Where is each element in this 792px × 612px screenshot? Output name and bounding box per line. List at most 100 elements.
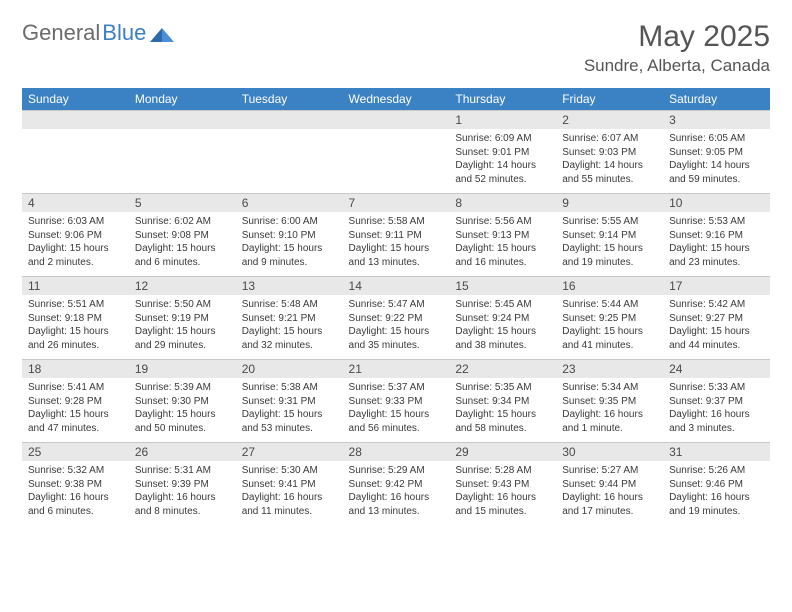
day-data-line: and 29 minutes.: [135, 339, 230, 353]
day-data-line: Sunset: 9:42 PM: [349, 478, 444, 492]
day-data-cell: Sunrise: 6:00 AMSunset: 9:10 PMDaylight:…: [236, 212, 343, 277]
day-number-row: 25262728293031: [22, 443, 770, 462]
day-number-cell: 7: [343, 194, 450, 213]
day-data-row: Sunrise: 5:41 AMSunset: 9:28 PMDaylight:…: [22, 378, 770, 443]
day-data-line: and 52 minutes.: [455, 173, 550, 187]
weekday-header-cell: Thursday: [449, 88, 556, 111]
day-data-line: Sunset: 9:22 PM: [349, 312, 444, 326]
day-number-row: 11121314151617: [22, 277, 770, 296]
day-data-line: and 38 minutes.: [455, 339, 550, 353]
day-number-cell: 21: [343, 360, 450, 379]
day-data-line: Sunset: 9:08 PM: [135, 229, 230, 243]
day-number-cell: 8: [449, 194, 556, 213]
day-data-line: Daylight: 15 hours: [28, 408, 123, 422]
day-data-line: Sunrise: 5:47 AM: [349, 298, 444, 312]
day-number-row: 123: [22, 111, 770, 130]
day-data-line: Sunset: 9:01 PM: [455, 146, 550, 160]
day-number-cell: 9: [556, 194, 663, 213]
day-data-line: and 2 minutes.: [28, 256, 123, 270]
calendar-table: SundayMondayTuesdayWednesdayThursdayFrid…: [22, 88, 770, 525]
day-data-row: Sunrise: 5:51 AMSunset: 9:18 PMDaylight:…: [22, 295, 770, 360]
day-data-line: Sunrise: 5:45 AM: [455, 298, 550, 312]
day-data-line: Sunset: 9:14 PM: [562, 229, 657, 243]
day-data-cell: [129, 129, 236, 194]
day-number-row: 18192021222324: [22, 360, 770, 379]
day-data-line: and 41 minutes.: [562, 339, 657, 353]
day-data-line: Daylight: 15 hours: [455, 242, 550, 256]
day-data-line: Sunrise: 5:41 AM: [28, 381, 123, 395]
day-data-line: and 58 minutes.: [455, 422, 550, 436]
day-data-line: Sunrise: 5:26 AM: [669, 464, 764, 478]
day-data-line: and 47 minutes.: [28, 422, 123, 436]
day-data-line: and 3 minutes.: [669, 422, 764, 436]
day-data-cell: Sunrise: 5:50 AMSunset: 9:19 PMDaylight:…: [129, 295, 236, 360]
day-number-cell: 16: [556, 277, 663, 296]
day-data-cell: Sunrise: 5:56 AMSunset: 9:13 PMDaylight:…: [449, 212, 556, 277]
day-data-line: Daylight: 15 hours: [135, 408, 230, 422]
day-data-line: Sunrise: 5:31 AM: [135, 464, 230, 478]
day-data-cell: Sunrise: 5:32 AMSunset: 9:38 PMDaylight:…: [22, 461, 129, 525]
calendar-body: SundayMondayTuesdayWednesdayThursdayFrid…: [22, 88, 770, 525]
day-number-cell: 30: [556, 443, 663, 462]
day-data-line: Sunrise: 5:30 AM: [242, 464, 337, 478]
day-data-line: Sunset: 9:24 PM: [455, 312, 550, 326]
day-number-cell: 10: [663, 194, 770, 213]
day-data-line: Daylight: 15 hours: [349, 242, 444, 256]
day-data-cell: Sunrise: 5:55 AMSunset: 9:14 PMDaylight:…: [556, 212, 663, 277]
day-data-line: Sunset: 9:46 PM: [669, 478, 764, 492]
day-number-cell: 25: [22, 443, 129, 462]
day-data-cell: Sunrise: 5:27 AMSunset: 9:44 PMDaylight:…: [556, 461, 663, 525]
day-data-line: Sunrise: 5:48 AM: [242, 298, 337, 312]
day-data-cell: Sunrise: 5:30 AMSunset: 9:41 PMDaylight:…: [236, 461, 343, 525]
day-data-line: Daylight: 15 hours: [28, 242, 123, 256]
day-data-cell: Sunrise: 5:41 AMSunset: 9:28 PMDaylight:…: [22, 378, 129, 443]
day-data-line: Daylight: 16 hours: [669, 491, 764, 505]
day-data-line: and 50 minutes.: [135, 422, 230, 436]
day-number-cell: 27: [236, 443, 343, 462]
day-data-row: Sunrise: 5:32 AMSunset: 9:38 PMDaylight:…: [22, 461, 770, 525]
day-data-line: Sunset: 9:06 PM: [28, 229, 123, 243]
day-data-line: Sunset: 9:16 PM: [669, 229, 764, 243]
day-data-line: Sunrise: 5:39 AM: [135, 381, 230, 395]
day-number-cell: 4: [22, 194, 129, 213]
month-title: May 2025: [584, 20, 770, 54]
day-data-line: and 44 minutes.: [669, 339, 764, 353]
day-data-line: Daylight: 16 hours: [562, 491, 657, 505]
day-data-line: and 9 minutes.: [242, 256, 337, 270]
day-data-line: and 19 minutes.: [562, 256, 657, 270]
day-data-row: Sunrise: 6:03 AMSunset: 9:06 PMDaylight:…: [22, 212, 770, 277]
day-data-line: Sunrise: 6:09 AM: [455, 132, 550, 146]
day-data-cell: Sunrise: 5:31 AMSunset: 9:39 PMDaylight:…: [129, 461, 236, 525]
day-number-cell: 28: [343, 443, 450, 462]
day-data-line: Sunrise: 5:58 AM: [349, 215, 444, 229]
day-data-cell: Sunrise: 5:48 AMSunset: 9:21 PMDaylight:…: [236, 295, 343, 360]
weekday-header-cell: Wednesday: [343, 88, 450, 111]
day-data-line: Sunset: 9:38 PM: [28, 478, 123, 492]
day-data-row: Sunrise: 6:09 AMSunset: 9:01 PMDaylight:…: [22, 129, 770, 194]
day-data-line: Daylight: 16 hours: [669, 408, 764, 422]
day-data-line: Daylight: 16 hours: [135, 491, 230, 505]
day-data-line: Sunset: 9:34 PM: [455, 395, 550, 409]
day-data-line: Daylight: 15 hours: [135, 242, 230, 256]
page-header: GeneralBlue May 2025 Sundre, Alberta, Ca…: [22, 20, 770, 76]
day-data-line: Sunset: 9:11 PM: [349, 229, 444, 243]
day-data-line: Sunrise: 5:37 AM: [349, 381, 444, 395]
logo-triangle-icon: [150, 24, 174, 42]
day-data-line: and 53 minutes.: [242, 422, 337, 436]
day-data-line: Daylight: 15 hours: [28, 325, 123, 339]
day-data-cell: Sunrise: 6:02 AMSunset: 9:08 PMDaylight:…: [129, 212, 236, 277]
day-number-cell: 24: [663, 360, 770, 379]
day-number-cell: 13: [236, 277, 343, 296]
day-data-line: Daylight: 15 hours: [669, 325, 764, 339]
day-number-cell: 2: [556, 111, 663, 130]
weekday-header-cell: Monday: [129, 88, 236, 111]
day-data-cell: Sunrise: 5:38 AMSunset: 9:31 PMDaylight:…: [236, 378, 343, 443]
day-data-line: Sunrise: 6:00 AM: [242, 215, 337, 229]
day-data-line: Sunrise: 5:56 AM: [455, 215, 550, 229]
day-data-line: Sunset: 9:19 PM: [135, 312, 230, 326]
day-data-line: Daylight: 15 hours: [562, 242, 657, 256]
day-data-line: and 23 minutes.: [669, 256, 764, 270]
day-number-cell: 11: [22, 277, 129, 296]
day-data-cell: Sunrise: 5:45 AMSunset: 9:24 PMDaylight:…: [449, 295, 556, 360]
day-data-line: Sunset: 9:28 PM: [28, 395, 123, 409]
